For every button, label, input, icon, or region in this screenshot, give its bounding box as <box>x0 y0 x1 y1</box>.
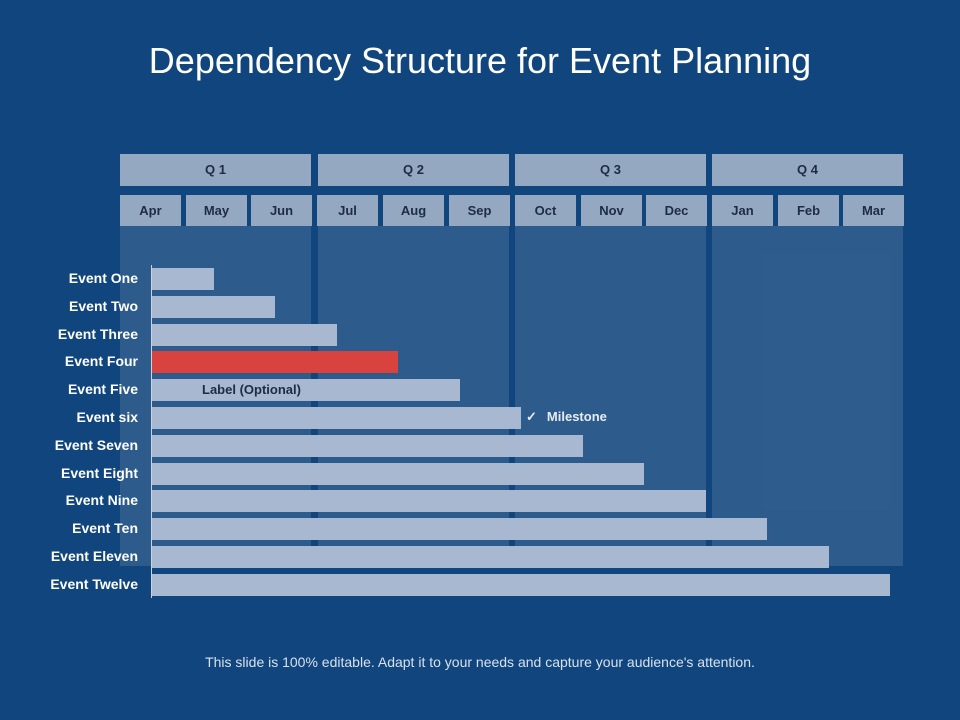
event-label: Event Nine <box>65 492 138 509</box>
event-bar <box>152 407 521 429</box>
event-label: Event Three <box>57 325 138 342</box>
event-label: Event Four <box>64 353 138 370</box>
event-bar <box>152 268 214 290</box>
quarter-header: Q 1 <box>120 154 311 186</box>
event-bar <box>152 490 706 513</box>
event-label: Event Eight <box>60 464 138 481</box>
event-bar <box>152 434 583 457</box>
event-label: Event Five <box>67 381 138 398</box>
month-header: Jul <box>317 195 378 226</box>
month-header: Feb <box>778 195 839 226</box>
event-bar <box>152 462 644 485</box>
milestone-marker: ✓ Milestone <box>526 409 607 425</box>
event-label: Event Eleven <box>50 548 138 564</box>
month-header: May <box>186 195 247 226</box>
event-label: Event Twelve <box>50 575 138 592</box>
event-label: Event Ten <box>72 520 138 537</box>
check-icon: ✓ <box>526 409 537 424</box>
month-header: Apr <box>120 195 181 226</box>
event-label: Event six <box>76 409 138 425</box>
event-bar <box>152 379 460 402</box>
quarter-header: Q 3 <box>515 154 706 186</box>
quarter-header: Q 4 <box>712 154 903 186</box>
milestone-label: Milestone <box>546 409 607 424</box>
month-header: Mar <box>843 195 904 226</box>
month-header: Jan <box>712 195 773 226</box>
month-header: Sep <box>449 195 510 226</box>
quarter-header: Q 2 <box>318 154 509 186</box>
month-header: Oct <box>515 195 576 226</box>
event-bar <box>152 546 829 568</box>
event-label: Event Seven <box>54 436 138 453</box>
event-bar <box>152 351 398 374</box>
quarter-column <box>515 226 706 566</box>
event-bar <box>152 518 767 541</box>
month-header: Dec <box>646 195 707 226</box>
month-header: Jun <box>251 195 312 226</box>
event-bar <box>152 323 337 346</box>
month-header: Nov <box>581 195 642 226</box>
slide-title: Dependency Structure for Event Planning <box>148 40 812 81</box>
event-label: Event Two <box>69 297 138 314</box>
month-header: Aug <box>383 195 444 226</box>
y-axis-line <box>151 265 152 598</box>
event-bar <box>152 295 275 318</box>
footer-note: This slide is 100% editable. Adapt it to… <box>205 654 755 670</box>
quarter-column <box>712 226 903 566</box>
event-label: Event One <box>68 270 138 286</box>
bar-optional-label: Label (Optional) <box>202 382 301 397</box>
event-bar <box>152 573 890 596</box>
